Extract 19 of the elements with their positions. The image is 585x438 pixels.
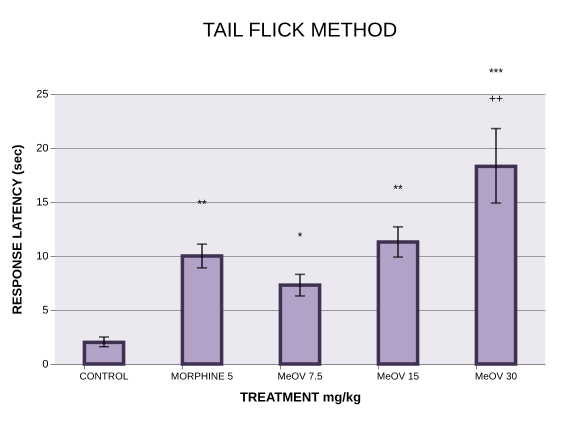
x-tick-label: MORPHINE 5: [170, 372, 234, 382]
annotation: **: [393, 182, 403, 196]
x-axis-title: TREATMENT mg/kg: [240, 390, 362, 404]
text: ***: [488, 66, 504, 80]
x-tick-label: CONTROL: [80, 372, 129, 382]
y-tick-label: 0: [42, 358, 48, 370]
y-tick-label: 15: [36, 196, 48, 208]
chart-title: TAIL FLICK METHOD: [202, 20, 398, 42]
y-tick-label: 10: [36, 250, 48, 262]
annotation: *: [298, 229, 303, 244]
annotation: ++: [488, 92, 504, 106]
x-tick-label: MeOV 30: [474, 372, 518, 382]
annotation: **: [197, 197, 207, 212]
y-tick-label: 5: [42, 304, 48, 316]
y-tick-label: 25: [36, 88, 48, 100]
y-tick-label: 20: [36, 142, 48, 154]
y-axis-title: RESPONSE LATENCY (sec): [9, 144, 24, 315]
x-tick-label: MeOV 15: [376, 372, 420, 382]
x-tick-label: MeOV 7.5: [277, 372, 323, 382]
